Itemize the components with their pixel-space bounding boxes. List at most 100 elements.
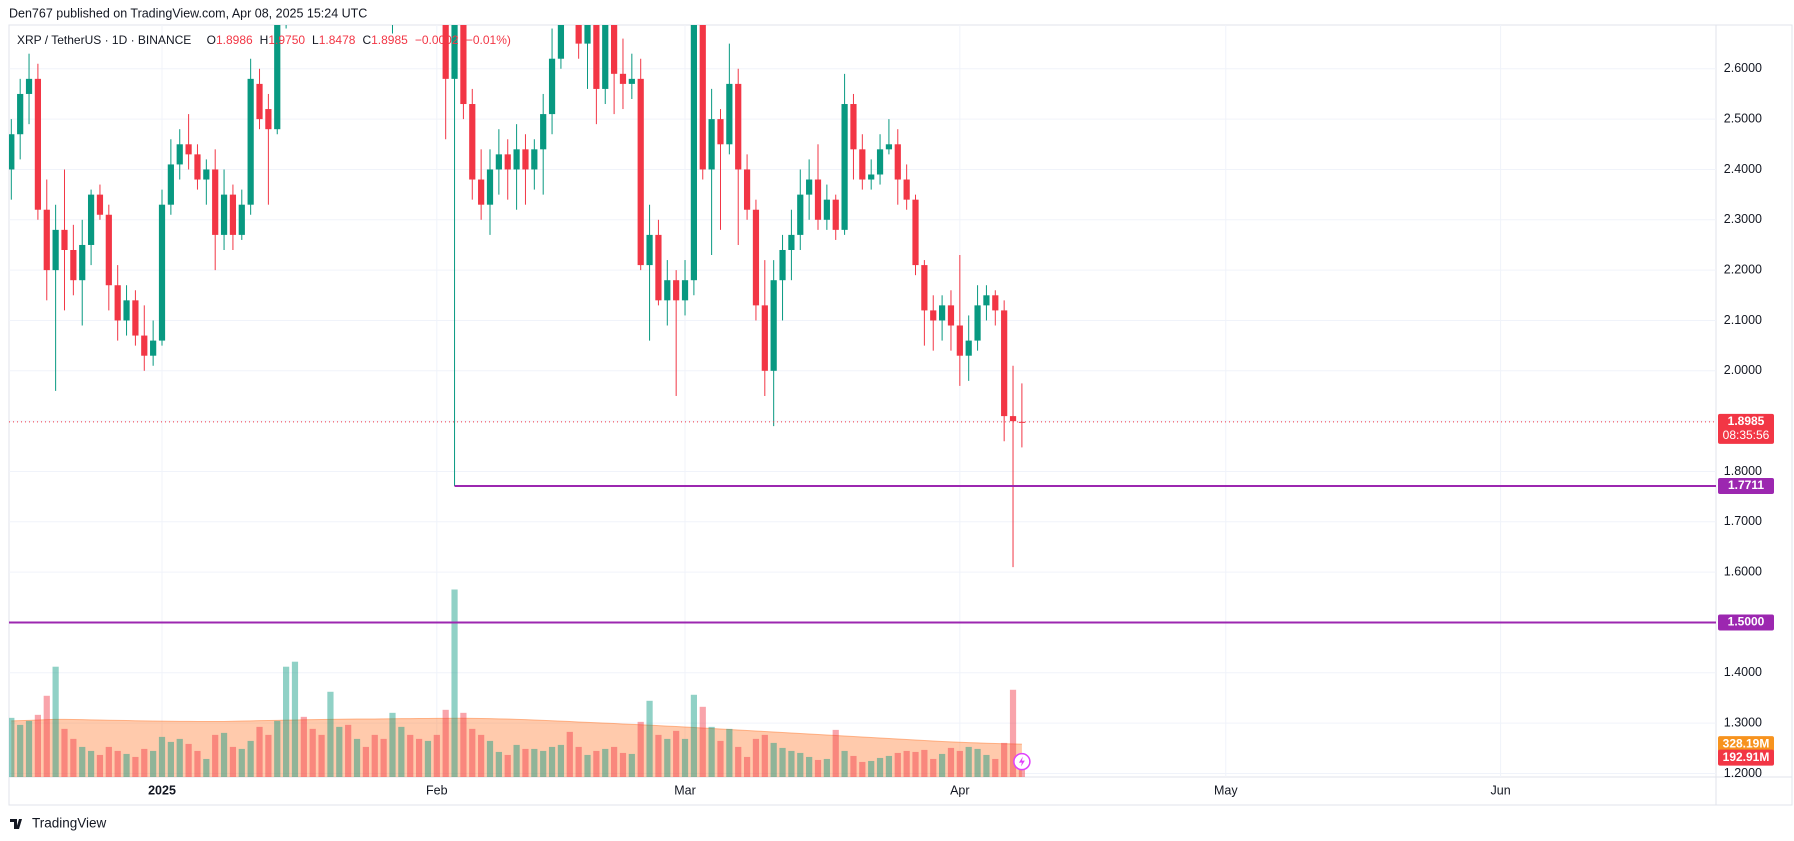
candle-body: [832, 199, 839, 230]
volume-bar: [735, 746, 742, 777]
candle-body: [256, 83, 263, 120]
volume-bar: [930, 758, 937, 777]
volume-bar: [203, 758, 210, 777]
volume-bar: [602, 748, 609, 777]
y-tick-label: 1.4000: [1724, 665, 1762, 679]
candle-body: [930, 310, 937, 321]
volume-bar: [433, 734, 440, 777]
volume-bar: [451, 589, 458, 777]
current-price-badge: [1718, 413, 1774, 444]
volume-bar: [912, 751, 919, 777]
volume-bar: [353, 738, 361, 777]
alert-bolt: [1018, 756, 1025, 767]
candle-body: [540, 114, 547, 150]
candle-body: [185, 144, 192, 155]
volume-bar: [673, 730, 680, 777]
volume-bar: [868, 760, 875, 777]
candle-body: [850, 104, 857, 150]
candle-body: [557, 25, 565, 59]
volume-bar: [761, 734, 768, 777]
volume-bar: [34, 714, 42, 777]
candle-body: [743, 169, 751, 210]
volume-bar: [557, 744, 565, 777]
candle-body: [894, 144, 901, 180]
candle-body: [61, 229, 68, 250]
volume-bar: [1001, 742, 1008, 777]
legend-value: 1.8478: [319, 33, 356, 47]
candle-body: [611, 25, 618, 74]
candle-body: [939, 305, 946, 321]
candle-body: [114, 285, 121, 321]
current-price-label: 1.8985: [1728, 414, 1765, 428]
volume-bar: [256, 726, 263, 777]
candle-body: [655, 234, 662, 301]
volume-bar: [513, 744, 520, 777]
candle-body: [912, 199, 919, 266]
volume-bar: [167, 741, 174, 777]
candle-body: [212, 169, 219, 235]
candle-body: [158, 204, 166, 341]
volume-bar: [141, 748, 148, 777]
legend-value: 1.9750: [268, 33, 305, 47]
candle-body: [593, 25, 600, 89]
y-tick-label: 2.6000: [1724, 61, 1762, 75]
candle-body: [495, 154, 502, 170]
volume-bar: [956, 750, 963, 777]
volume-bar: [442, 709, 449, 777]
volume-bar: [628, 753, 635, 777]
candle-body: [43, 209, 50, 271]
volume-bar: [114, 750, 121, 777]
candle-body: [859, 149, 866, 180]
volume-bar: [797, 752, 804, 777]
candle-body: [203, 169, 210, 180]
candle-body: [806, 179, 813, 195]
candle-body: [965, 340, 972, 356]
volume-bar: [79, 746, 86, 777]
candle-body: [646, 234, 653, 266]
axes: 1.2000 1.3000 1.4000 1.5000 1.6000 1.7000 1.80…: [148, 61, 1774, 797]
volume-last-label: 192.91M: [1723, 750, 1770, 764]
x-tick-label: Feb: [426, 783, 448, 797]
candle-body: [956, 325, 963, 356]
candle-body: [265, 109, 272, 130]
volume-bar: [212, 734, 219, 777]
volume-bar: [548, 746, 556, 777]
y-tick-label: 1.7000: [1724, 514, 1762, 528]
candle-body: [602, 25, 609, 89]
volume-bar: [752, 738, 760, 777]
volume-bar: [708, 726, 715, 777]
volume-bar: [859, 761, 866, 777]
volume-bar: [779, 747, 786, 777]
candle-body: [673, 280, 680, 301]
volume-bar: [371, 734, 378, 777]
candle-body: [194, 154, 201, 180]
candle-body: [797, 194, 804, 235]
candle-body: [726, 83, 733, 145]
volume-bar: [531, 748, 538, 777]
candle-body: [17, 93, 24, 135]
volume-bar: [194, 750, 201, 777]
candle-body: [974, 305, 981, 341]
volume-bar: [717, 740, 724, 777]
volume-bar: [478, 734, 485, 777]
legend-key: C: [362, 33, 371, 47]
volume-bar: [486, 740, 494, 777]
volume-bar: [690, 694, 697, 777]
x-tick-label: May: [1214, 783, 1238, 797]
volume-bar: [158, 736, 166, 777]
candle-body: [486, 169, 494, 205]
volume-bar: [185, 743, 192, 777]
candle-body: [637, 78, 644, 266]
volume-bar: [300, 716, 307, 777]
volume-bar: [850, 755, 857, 777]
candle-body: [176, 144, 183, 165]
volume-bar: [70, 738, 77, 777]
volume-bar: [9, 717, 15, 777]
volume-bar: [61, 728, 68, 777]
candle-body: [619, 73, 627, 84]
candle-body: [814, 179, 822, 220]
y-tick-label: 2.2000: [1724, 262, 1762, 276]
volume-bar: [974, 748, 981, 777]
candle-body: [752, 209, 760, 306]
